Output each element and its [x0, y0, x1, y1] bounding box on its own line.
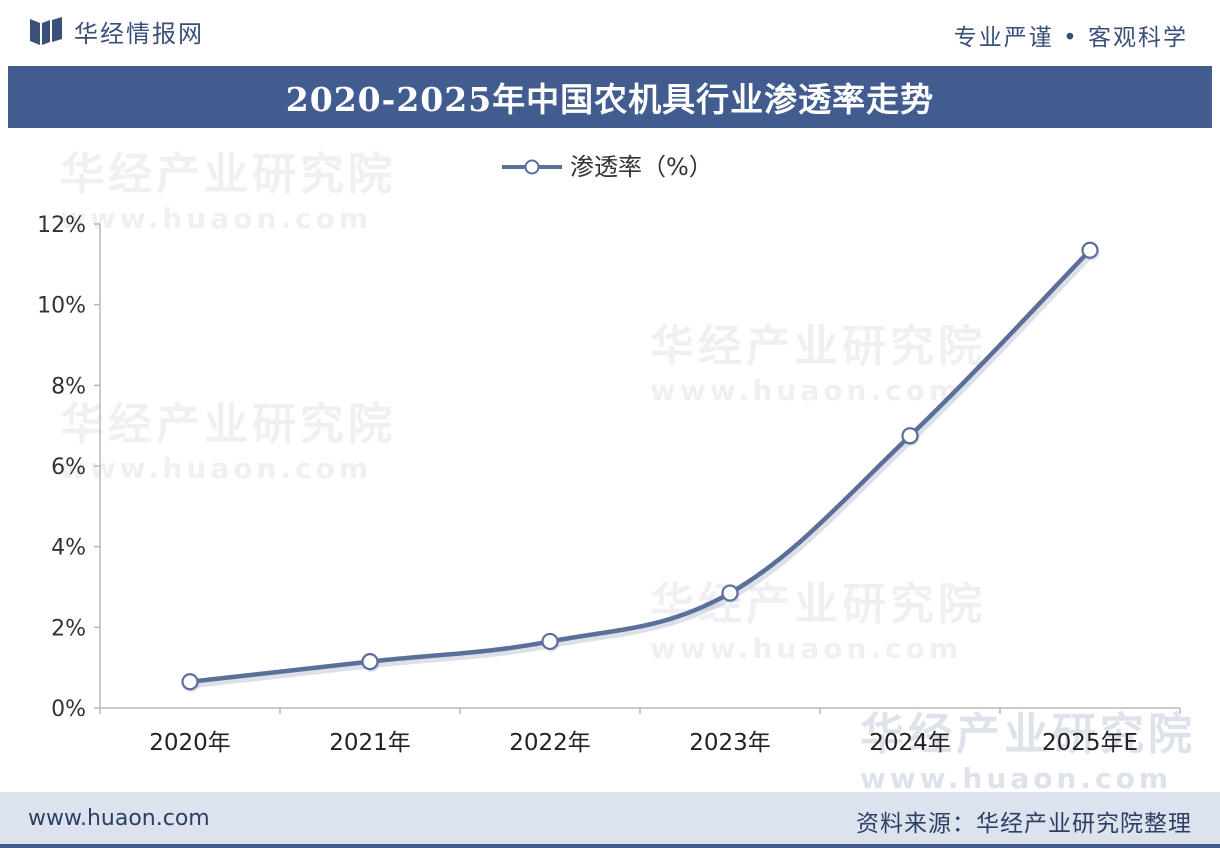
line-chart: 渗透率（%） 0% 2% 4% 6% 8% 10% 12% 2020年 2021年 2022年 202… [37, 153, 1181, 756]
data-point [721, 584, 739, 602]
chart-title: 2020-2025年中国农机具行业渗透率走势 [285, 80, 935, 119]
data-point [901, 427, 919, 445]
x-tick-label: 2025年E [1042, 730, 1138, 756]
y-tick-label: 6% [51, 455, 86, 480]
x-tick-label: 2021年 [329, 730, 411, 756]
bottom-rule [0, 844, 1220, 848]
data-point [181, 673, 199, 691]
legend-label: 渗透率（%） [570, 153, 713, 181]
data-point [541, 632, 559, 651]
data-point [1081, 241, 1099, 259]
y-tick-label: 8% [51, 374, 86, 399]
y-tick-label: 0% [51, 697, 86, 722]
y-tick-label: 2% [51, 616, 86, 641]
series-line [189, 248, 1092, 685]
series-line-shadow [191, 250, 1095, 689]
x-tick-label: 2022年 [509, 730, 591, 756]
x-tick-label: 2024年 [869, 730, 951, 756]
legend-marker [524, 159, 540, 175]
y-tick-label: 12% [37, 213, 86, 238]
x-tick-label: 2023年 [689, 730, 771, 756]
x-tick-label: 2020年 [149, 730, 231, 756]
footer: www.huaon.com 资料来源：华经产业研究院整理 [0, 792, 1220, 848]
y-tick-label: 10% [37, 294, 86, 319]
chart-area: 渗透率（%） 0% 2% 4% 6% 8% 10% 12% 2020年 2021年 2022年 202… [0, 130, 1220, 792]
data-point [361, 653, 379, 671]
y-tick-label: 4% [51, 536, 86, 561]
brand-name: 华经情报网 [74, 20, 204, 48]
footer-source: 资料来源：华经产业研究院整理 [856, 811, 1192, 837]
title-bar: 2020-2025年中国农机具行业渗透率走势 [8, 66, 1212, 128]
brand-logo-icon [30, 16, 62, 45]
brand: 华经情报网 [30, 14, 204, 49]
footer-url[interactable]: www.huaon.com [28, 806, 210, 831]
header: 华经情报网 专业严谨 • 客观科学 [0, 0, 1220, 62]
slogan: 专业严谨 • 客观科学 [953, 25, 1188, 51]
